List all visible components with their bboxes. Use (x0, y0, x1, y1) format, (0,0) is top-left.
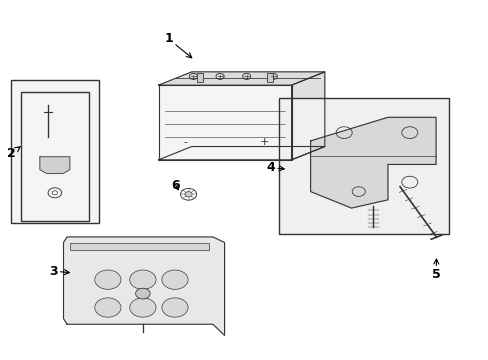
Bar (266, 73, 272, 82)
Text: +: + (260, 137, 269, 147)
Circle shape (135, 288, 150, 299)
Circle shape (95, 270, 121, 289)
FancyBboxPatch shape (278, 98, 448, 234)
Polygon shape (63, 237, 224, 336)
Bar (197, 73, 203, 82)
Circle shape (129, 298, 156, 317)
Text: 5: 5 (431, 259, 440, 281)
Text: 1: 1 (164, 32, 191, 58)
Circle shape (162, 270, 188, 289)
Polygon shape (40, 157, 70, 174)
Polygon shape (291, 72, 324, 160)
Circle shape (129, 270, 156, 289)
FancyBboxPatch shape (21, 93, 89, 221)
Polygon shape (158, 147, 324, 160)
Text: 3: 3 (49, 265, 69, 278)
Polygon shape (158, 85, 291, 160)
Text: 2: 2 (7, 147, 20, 160)
Circle shape (162, 298, 188, 317)
FancyBboxPatch shape (11, 80, 99, 223)
Text: 4: 4 (266, 161, 284, 174)
Circle shape (95, 298, 121, 317)
Polygon shape (310, 117, 435, 208)
Circle shape (184, 192, 192, 197)
Text: -: - (183, 137, 187, 147)
Text: 6: 6 (171, 179, 180, 192)
FancyBboxPatch shape (70, 243, 208, 250)
Polygon shape (158, 72, 324, 85)
